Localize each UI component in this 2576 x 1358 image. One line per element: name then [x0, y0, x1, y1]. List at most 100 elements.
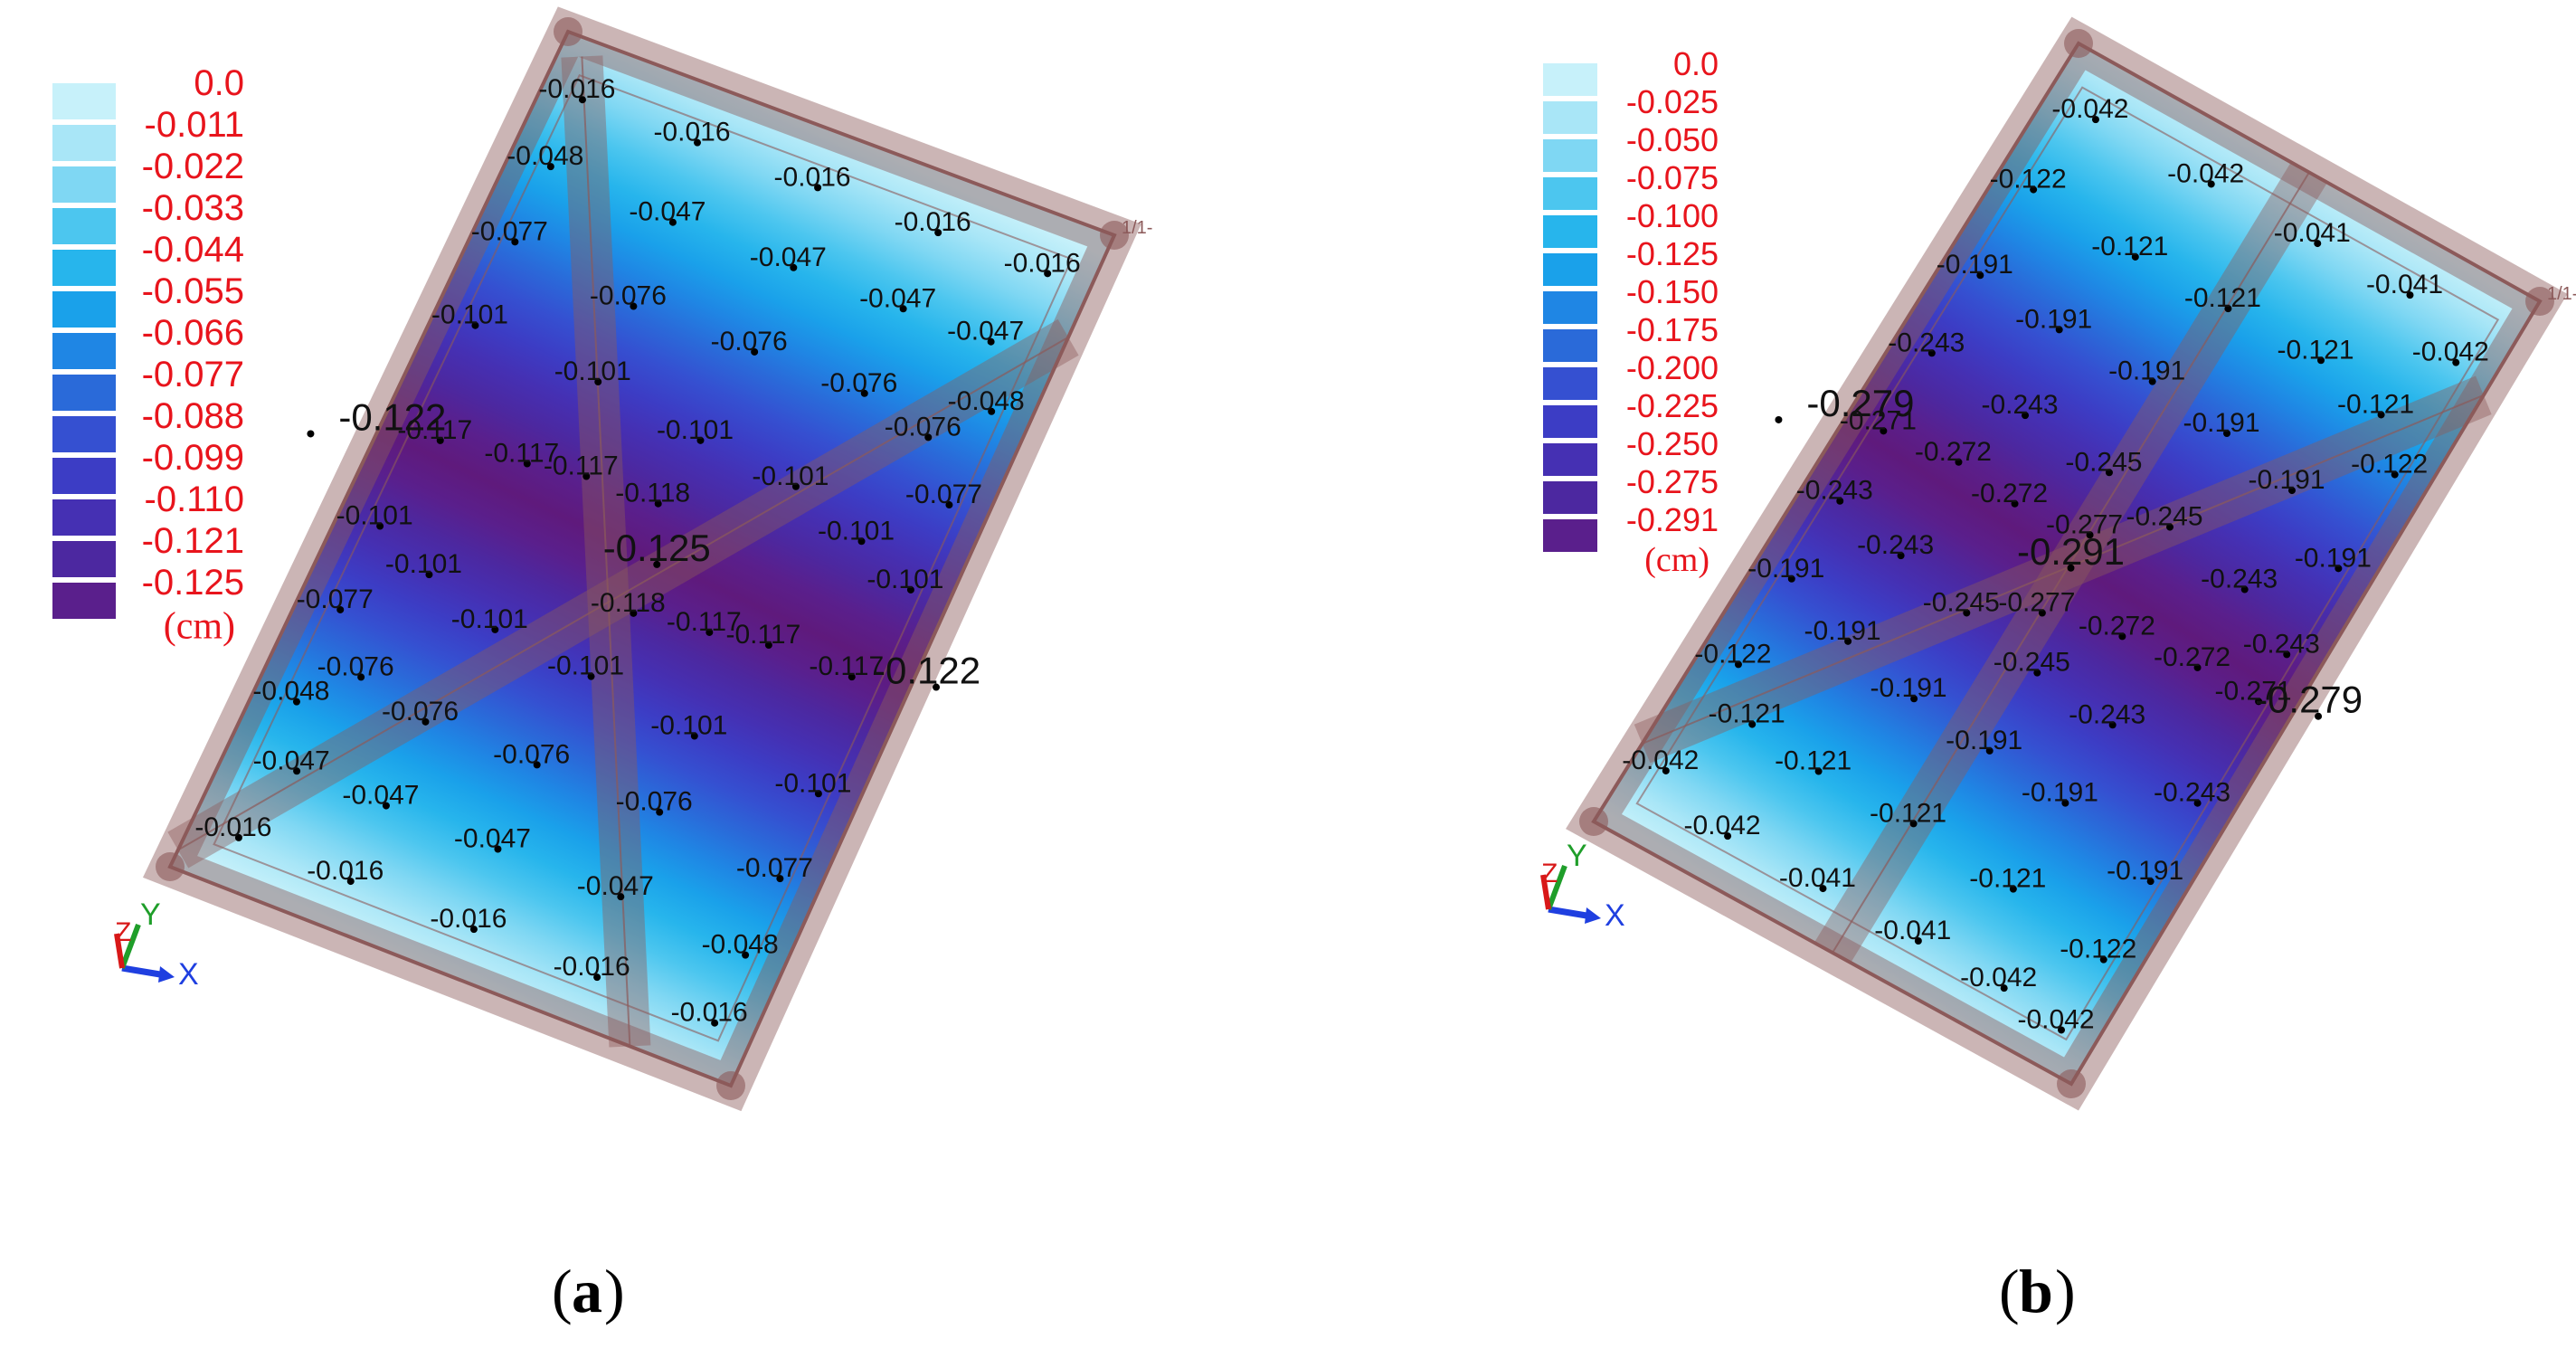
node-dot [2148, 377, 2156, 385]
node-value-label: -0.121 [2091, 232, 2168, 261]
node-value-label: -0.121 [1709, 699, 1785, 729]
node-value-label: -0.042 [1622, 745, 1699, 775]
node-value-label: -0.121 [1969, 864, 2046, 894]
node-dot [1909, 820, 1918, 828]
node-value-label: -0.191 [1747, 554, 1824, 584]
node-value-label: -0.076 [590, 281, 667, 311]
legend-value: -0.077 [142, 355, 244, 394]
x-axis-arrowhead [158, 966, 175, 983]
caption-b-open: ( [1999, 1257, 2020, 1325]
node-dot [2166, 523, 2174, 531]
node-dot [860, 389, 868, 397]
caption-b-close: ) [2055, 1257, 2076, 1325]
corner-node [1100, 221, 1129, 250]
plate-surface [170, 32, 1114, 1086]
corner-node [2525, 287, 2554, 316]
node-dot [693, 138, 701, 147]
legend-value: -0.125 [1626, 235, 1719, 272]
node-value-label: -0.191 [2108, 356, 2185, 386]
legend-swatch [1543, 177, 1597, 210]
node-dot [2193, 663, 2202, 671]
brace-axis [177, 336, 1069, 851]
node-value-label: -0.118 [615, 479, 690, 508]
node-value-label: -0.076 [885, 412, 961, 442]
extreme-value-label: -0.122 [338, 395, 446, 438]
legend-value: -0.225 [1626, 387, 1719, 424]
legend-value: -0.100 [1626, 197, 1719, 234]
node-value-label: -0.047 [253, 745, 330, 775]
node-dot [1927, 349, 1936, 357]
node-value-label: -0.047 [629, 197, 706, 227]
node-value-label: -0.271 [1840, 405, 1917, 435]
node-value-label: -0.243 [2201, 565, 2278, 594]
node-dot [848, 673, 856, 681]
node-dot [2086, 531, 2094, 539]
legend-value: -0.075 [1626, 159, 1719, 196]
node-value-label: -0.101 [547, 651, 624, 681]
node-dot [668, 218, 677, 226]
node-dot [2314, 240, 2322, 248]
node-dot [899, 305, 907, 313]
node-value-label: -0.117 [484, 439, 559, 469]
node-dot [2009, 885, 2017, 893]
legend-value: -0.121 [142, 521, 244, 561]
node-value-label: -0.041 [2274, 218, 2351, 248]
node-dot [1662, 766, 1670, 774]
corner-node [716, 1071, 745, 1100]
node-value-label: -0.016 [774, 162, 851, 192]
node-value-label: -0.016 [194, 812, 271, 842]
legend-swatch [1543, 367, 1597, 400]
node-dot [987, 337, 995, 346]
node-dot [2058, 1026, 2066, 1034]
node-value-label: -0.121 [2337, 389, 2414, 419]
node-value-label: -0.101 [818, 516, 895, 546]
x-axis-arrow [1548, 906, 1593, 920]
node-dot [764, 641, 772, 650]
node-value-label: -0.048 [507, 141, 583, 171]
node-value-label: -0.042 [1960, 963, 2037, 992]
node-dot [690, 732, 698, 740]
node-dot [292, 698, 300, 706]
node-dot [1734, 660, 1742, 669]
node-dot [469, 926, 478, 934]
node-value-label: -0.076 [711, 327, 788, 356]
node-dot [2406, 291, 2414, 299]
node-dot [2222, 429, 2230, 437]
node-value-label: -0.191 [1804, 616, 1881, 646]
legend-swatch [52, 583, 116, 619]
node-value-label: -0.076 [493, 739, 570, 769]
x-axis-arrowhead [1585, 907, 1601, 924]
node-value-label: -0.272 [1971, 479, 2048, 508]
node-value-label: -0.272 [2079, 611, 2155, 641]
legend-swatch [52, 333, 116, 369]
node-value-label: -0.041 [1779, 863, 1856, 893]
node-value-label: -0.191 [2295, 543, 2372, 573]
node-dot [2317, 356, 2325, 365]
node-dot [593, 973, 601, 982]
node-value-label: -0.076 [820, 368, 897, 398]
node-value-label: -0.016 [430, 904, 507, 934]
node-dot [293, 767, 301, 775]
node-value-label: -0.117 [809, 651, 884, 681]
legend-value: -0.110 [145, 480, 244, 519]
node-dot [494, 845, 502, 853]
plate-surface [1594, 43, 2540, 1084]
node-value-label: -0.272 [2154, 642, 2230, 672]
node-dot [2377, 411, 2385, 419]
node-dot [2038, 609, 2046, 617]
node-value-label: -0.101 [752, 461, 829, 491]
extreme-value-label: -0.125 [603, 527, 711, 569]
legend-value: -0.011 [145, 105, 244, 145]
node-value-label: -0.191 [1870, 673, 1947, 703]
node-value-label: -0.041 [1874, 916, 1951, 945]
node-value-label: -0.048 [252, 677, 329, 707]
node-dot [2224, 305, 2232, 313]
node-dot [814, 184, 822, 192]
node-value-label: -0.016 [895, 207, 971, 237]
node-dot [2022, 412, 2030, 420]
node-dot [1976, 271, 1984, 280]
node-value-label: -0.191 [2248, 465, 2325, 495]
legend-swatch [52, 541, 116, 577]
node-value-label: -0.122 [2060, 935, 2136, 964]
node-value-label: -0.048 [948, 386, 1025, 416]
